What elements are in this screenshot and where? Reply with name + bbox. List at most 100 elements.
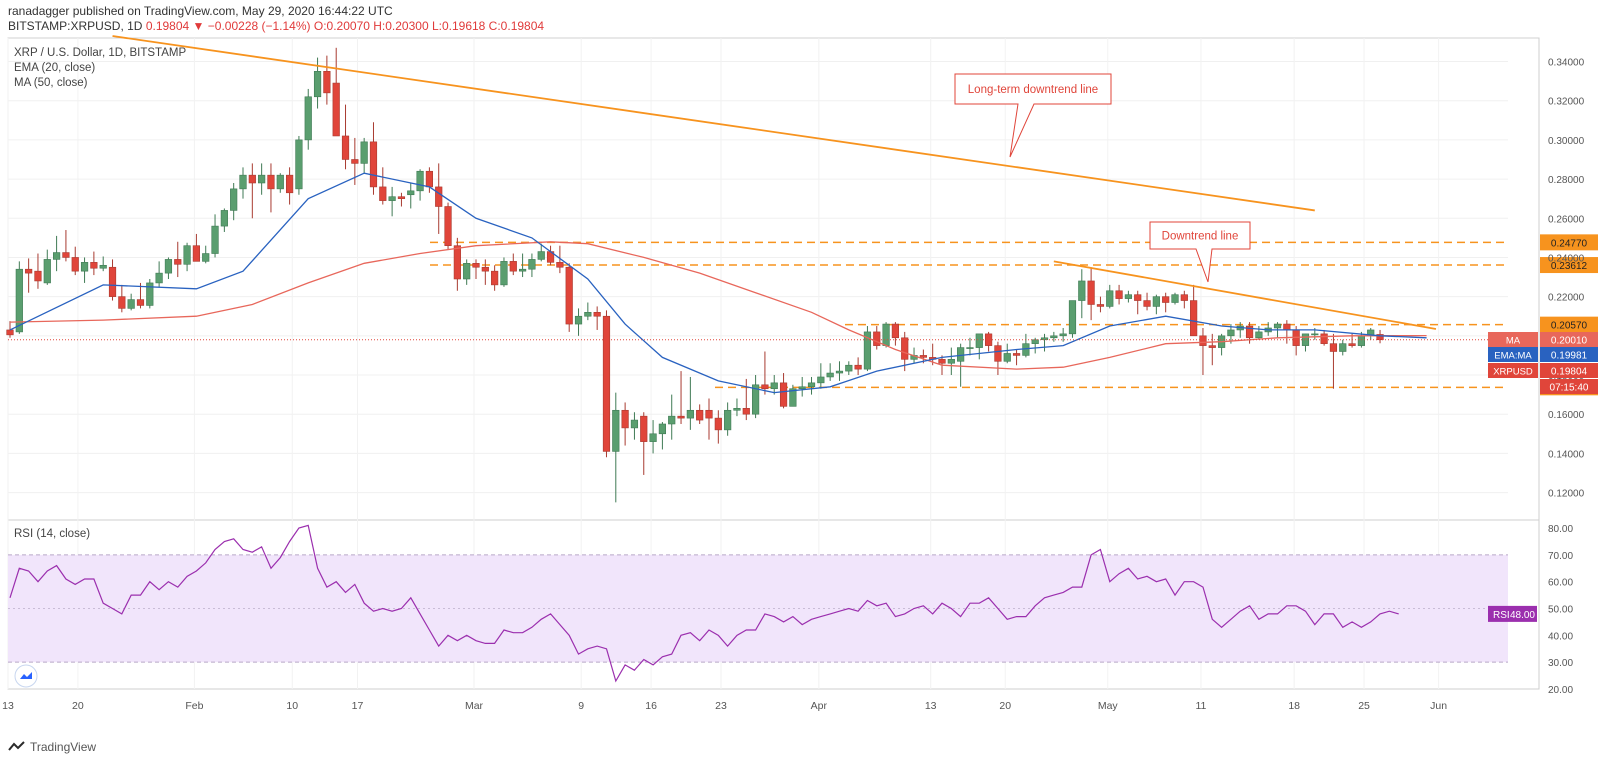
candle xyxy=(640,412,648,475)
candle-body xyxy=(565,266,573,325)
candle-body xyxy=(798,386,806,390)
candle-body xyxy=(43,259,51,284)
legend-ema[interactable]: EMA (20, close) xyxy=(14,62,96,74)
candle xyxy=(817,363,825,389)
time-tick-label: 20 xyxy=(999,700,1011,712)
candle-body xyxy=(407,190,415,196)
candle xyxy=(658,422,666,450)
price-change: −0.00228 (−1.14%) xyxy=(207,19,311,33)
candle-body xyxy=(155,272,163,284)
callout-downtrend-text: Downtrend line xyxy=(1162,231,1239,243)
candle-body xyxy=(164,259,173,274)
brand-text: TradingView xyxy=(30,740,97,754)
candle-body xyxy=(1376,334,1384,341)
down-arrow-icon: ▼ xyxy=(192,19,205,33)
rsi-pane: RSI 48.00 xyxy=(8,524,1537,683)
candle xyxy=(472,259,480,279)
candle-body xyxy=(919,355,927,358)
candle-body xyxy=(947,359,955,364)
symbol: BITSTAMP:XRPUSD, 1D xyxy=(8,19,143,33)
callout-long-term-box xyxy=(954,73,1112,158)
candle xyxy=(127,293,135,311)
candle xyxy=(481,259,489,285)
candle-body xyxy=(1283,323,1291,331)
candle-body xyxy=(612,409,620,452)
time-tick-label: 10 xyxy=(286,700,298,712)
candle-body xyxy=(15,268,23,333)
candle-body xyxy=(1040,337,1049,341)
candle-body xyxy=(742,408,750,415)
candle-body xyxy=(845,364,853,372)
time-tick-label: Mar xyxy=(465,700,484,712)
level-tag xyxy=(1540,234,1598,251)
candle-body xyxy=(397,196,406,199)
price-tick-label: 0.16000 xyxy=(1548,410,1585,421)
candle-body xyxy=(127,299,135,309)
candle xyxy=(444,202,452,250)
candle-body xyxy=(733,408,741,411)
candle xyxy=(1031,337,1039,354)
candle xyxy=(15,261,23,334)
candle xyxy=(1329,333,1338,389)
candle-body xyxy=(491,270,499,286)
candle xyxy=(463,259,471,285)
price-tick-label: 0.34000 xyxy=(1548,58,1585,69)
candle xyxy=(34,253,42,289)
legend-ma[interactable]: MA (50, close) xyxy=(14,77,88,89)
candle xyxy=(211,214,219,258)
candle xyxy=(43,249,51,285)
candle-body xyxy=(602,315,611,452)
candle-body xyxy=(975,333,983,348)
candle-body xyxy=(183,245,191,265)
candle xyxy=(854,357,862,376)
candle xyxy=(863,326,872,372)
candle-body xyxy=(621,409,629,429)
candle-body xyxy=(1003,353,1011,362)
candle xyxy=(25,258,33,293)
candle xyxy=(267,163,275,213)
price-tick-label: 0.24000 xyxy=(1548,253,1585,264)
candle xyxy=(379,167,387,205)
candle xyxy=(1096,296,1105,313)
candle-body xyxy=(1208,345,1216,348)
candle-body xyxy=(705,409,713,419)
tradingview-brand[interactable]: TradingView xyxy=(8,740,96,754)
rsi-legend[interactable]: RSI (14, close) xyxy=(14,528,91,540)
moving-averages xyxy=(8,172,1508,394)
candle-body xyxy=(295,139,303,190)
candle-body xyxy=(230,188,238,211)
candle xyxy=(295,135,303,195)
price-tag-name: XRPUSD xyxy=(1493,367,1533,378)
candle xyxy=(341,104,350,170)
candle xyxy=(574,308,583,336)
time-tick-label: May xyxy=(1098,700,1119,712)
candle xyxy=(528,253,536,278)
candle xyxy=(947,347,955,376)
candle-body xyxy=(1078,280,1086,301)
candle xyxy=(882,322,890,348)
price-tick-label: 0.32000 xyxy=(1548,97,1585,108)
candle-body xyxy=(528,259,536,270)
time-tick-label: 18 xyxy=(1288,700,1300,712)
candle xyxy=(146,279,154,309)
candle xyxy=(1087,267,1095,321)
candle-body xyxy=(518,268,527,272)
candle xyxy=(835,361,844,381)
candle xyxy=(770,375,778,395)
candle-body xyxy=(62,252,70,258)
legend-title[interactable]: XRP / U.S. Dollar, 1D, BITSTAMP xyxy=(14,47,187,59)
candle-body xyxy=(1348,343,1356,346)
candle-body xyxy=(379,186,387,201)
candle xyxy=(62,230,70,262)
candle xyxy=(1134,290,1142,315)
candle-body xyxy=(761,384,769,390)
candle-body xyxy=(1087,280,1095,305)
trendline xyxy=(1053,260,1437,330)
candle-body xyxy=(1115,290,1123,299)
callout-downtrend-box xyxy=(1149,221,1251,283)
candle-body xyxy=(1273,323,1282,329)
candle xyxy=(136,282,145,309)
candle-body xyxy=(118,296,126,309)
candle-body xyxy=(1050,335,1058,339)
price-tag-value-bg xyxy=(1540,347,1598,362)
